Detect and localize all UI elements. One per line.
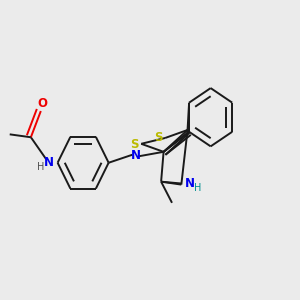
Text: H: H	[194, 183, 202, 193]
Text: S: S	[130, 138, 139, 151]
Text: O: O	[38, 97, 47, 110]
Text: N: N	[44, 155, 54, 169]
Text: N: N	[185, 177, 195, 190]
Text: S: S	[154, 131, 163, 144]
Text: H: H	[37, 163, 44, 172]
Text: N: N	[131, 149, 141, 162]
